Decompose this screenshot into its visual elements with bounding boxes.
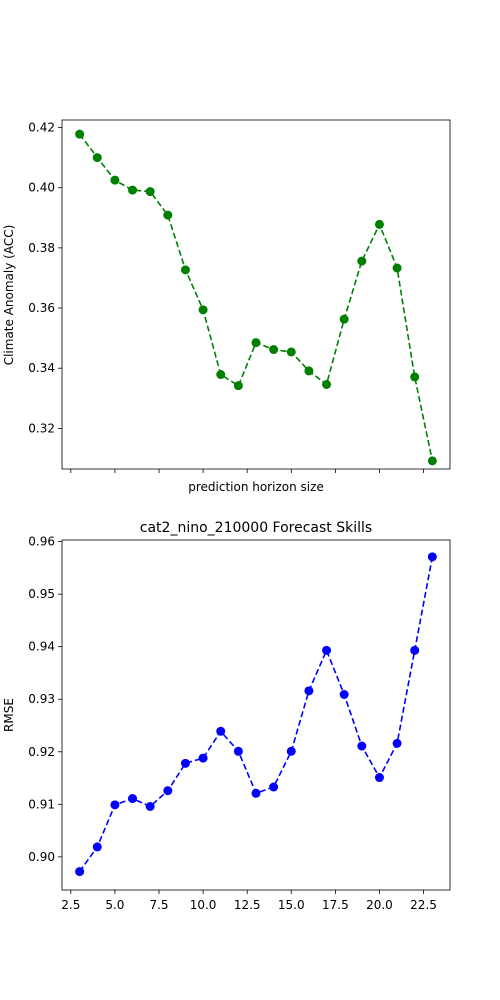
ytick-label: 0.38 [28, 241, 55, 255]
ytick-label: 0.96 [28, 535, 55, 549]
data-point [216, 726, 226, 736]
data-point [128, 185, 138, 195]
data-point [128, 794, 138, 804]
ytick-label: 0.36 [28, 301, 55, 315]
data-point [304, 686, 314, 696]
data-point [180, 758, 190, 768]
xtick-label: 22.5 [410, 898, 437, 912]
data-point [180, 265, 190, 275]
data-point [163, 210, 173, 220]
data-point [286, 347, 296, 357]
data-point [322, 645, 332, 655]
xtick-label: 7.5 [149, 898, 168, 912]
data-point [410, 645, 420, 655]
chart-acc: 0.32 0.34 0.36 0.38 0.40 0.42 prediction hori… [2, 119, 451, 494]
data-point [198, 753, 208, 763]
ytick-label: 0.95 [28, 587, 55, 601]
data-point [145, 187, 155, 197]
data-point [410, 372, 420, 382]
data-point [392, 738, 402, 748]
data-point [357, 741, 367, 751]
chart-rmse-title: cat2_nino_210000 Forecast Skills [140, 520, 372, 536]
data-point [145, 801, 155, 811]
chart-rmse-y-axis-label: RMSE [2, 698, 16, 732]
xtick-label: 15.0 [278, 898, 305, 912]
ytick-label: 0.94 [28, 640, 55, 654]
data-point [251, 338, 261, 348]
chart-acc-series [75, 129, 437, 466]
data-point [92, 153, 102, 163]
data-point [304, 366, 314, 376]
ytick-label: 0.32 [28, 421, 55, 435]
chart-rmse-series [75, 552, 437, 877]
data-point [427, 552, 437, 562]
data-point [110, 175, 120, 185]
chart-rmse-plot-frame [61, 539, 451, 891]
chart-acc-x-axis-label: prediction horizon size [188, 480, 324, 494]
data-point [251, 788, 261, 798]
data-point [92, 842, 102, 852]
xtick-label: 5.0 [105, 898, 124, 912]
data-point [357, 256, 367, 266]
data-point [233, 746, 243, 756]
data-point [233, 381, 243, 391]
xtick-label: 17.5 [322, 898, 349, 912]
data-point [339, 690, 349, 700]
data-point [75, 867, 85, 877]
ytick-label: 0.34 [28, 361, 55, 375]
data-point [75, 129, 85, 139]
data-point [286, 746, 296, 756]
ytick-label: 0.42 [28, 121, 55, 135]
chart-rmse-ytick-labels: 0.90 0.91 0.92 0.93 0.94 0.95 0.96 [28, 535, 62, 864]
data-point [269, 782, 279, 792]
xtick-label: 20.0 [366, 898, 393, 912]
chart-acc-xtick-marks [70, 469, 424, 473]
chart-rmse-xtick-labels: 2.5 5.0 7.5 10.0 12.5 15.0 17.5 20.0 22.5 [61, 890, 437, 912]
ytick-label: 0.91 [28, 797, 55, 811]
data-point [110, 800, 120, 810]
data-point [339, 314, 349, 324]
data-point [269, 345, 279, 355]
data-point [392, 263, 402, 273]
data-point [322, 379, 332, 389]
data-point [374, 773, 384, 783]
data-point [216, 370, 226, 380]
chart-acc-plot-frame [61, 119, 451, 470]
data-point [198, 305, 208, 315]
chart-rmse: cat2_nino_210000 Forecast Skills 0.900.9… [2, 520, 451, 912]
data-point [163, 786, 173, 796]
chart-acc-ytick-labels: 0.32 0.34 0.36 0.38 0.40 0.42 [28, 121, 62, 435]
xtick-label: 12.5 [234, 898, 261, 912]
ytick-label: 0.90 [28, 850, 55, 864]
chart-acc-y-axis-label: Climate Anomaly (ACC) [2, 225, 16, 366]
ytick-label: 0.92 [28, 745, 55, 759]
ytick-label: 0.40 [28, 181, 55, 195]
data-point [374, 219, 384, 229]
xtick-label: 2.5 [61, 898, 80, 912]
ytick-label: 0.93 [28, 692, 55, 706]
xtick-label: 10.0 [190, 898, 217, 912]
data-point [427, 456, 437, 466]
